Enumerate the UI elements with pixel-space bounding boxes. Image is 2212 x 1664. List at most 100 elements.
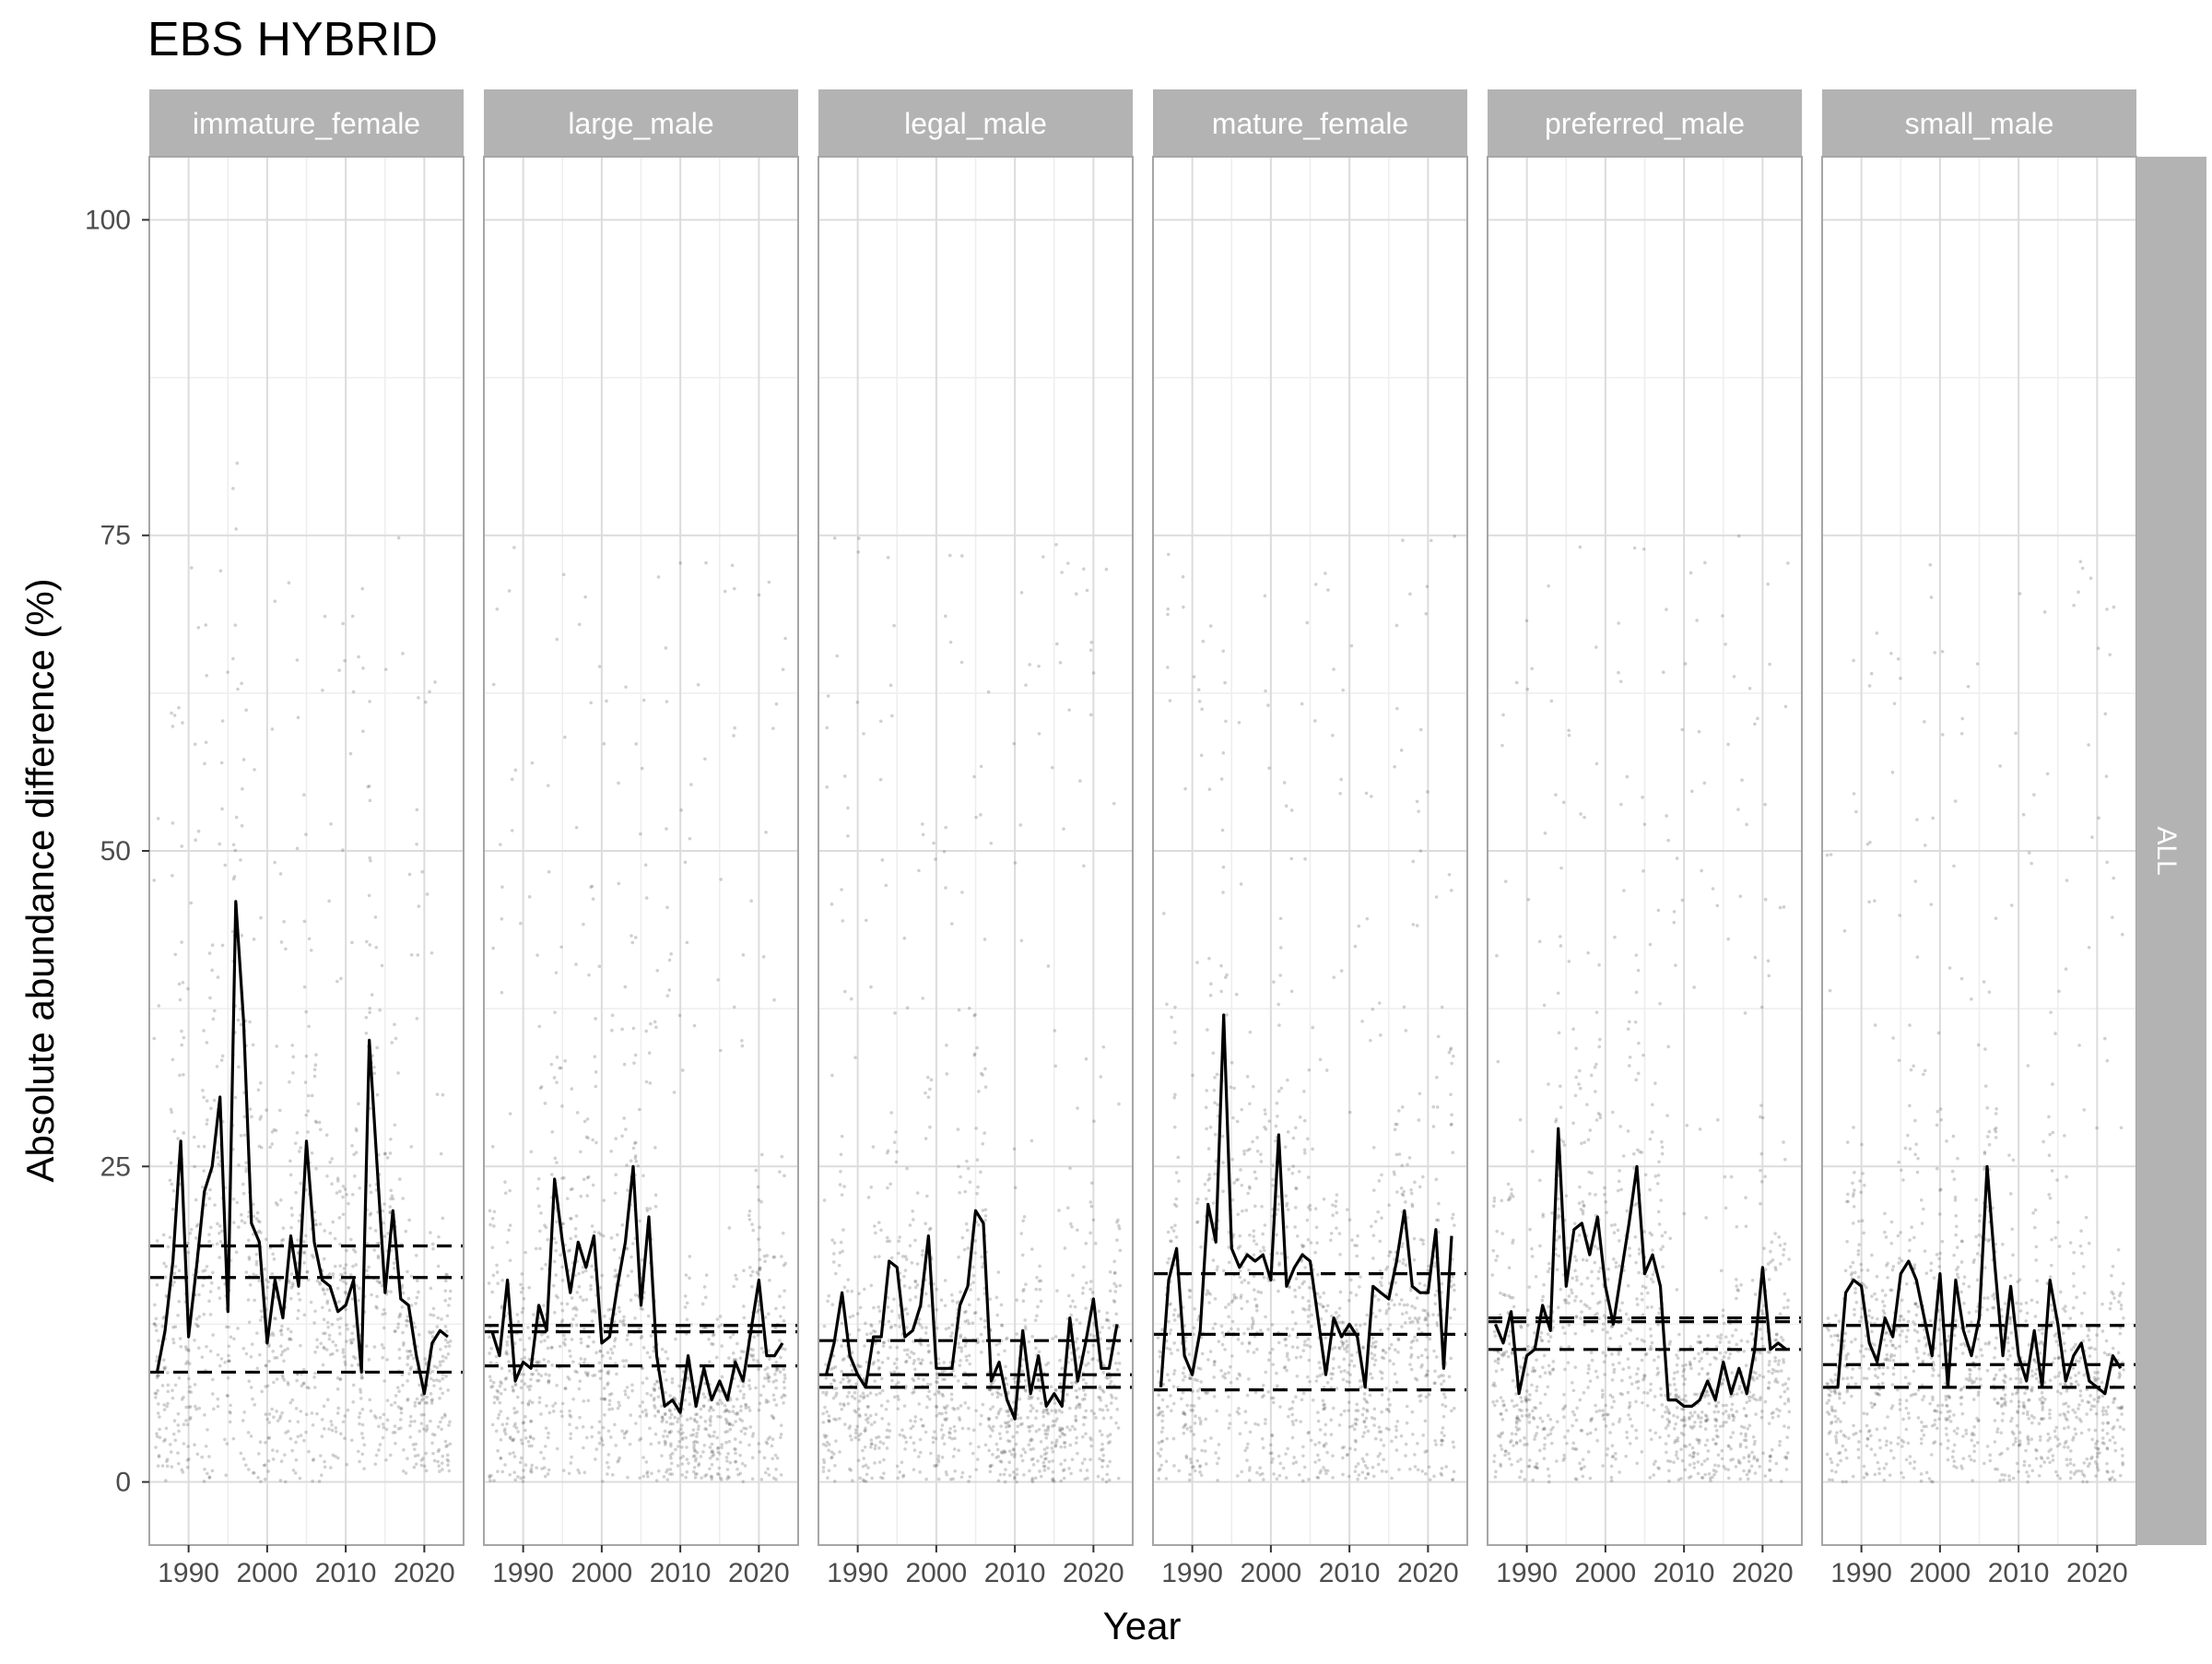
scatter-point [257, 1452, 261, 1456]
scatter-point [869, 1446, 873, 1449]
scatter-point [732, 1285, 735, 1289]
scatter-point [1316, 1292, 1320, 1296]
scatter-point [958, 1416, 961, 1420]
scatter-point [634, 1160, 638, 1163]
scatter-point [369, 859, 372, 863]
scatter-point [1213, 1101, 1217, 1104]
x-tick-label: 2000 [237, 1558, 299, 1588]
scatter-point [349, 1238, 353, 1242]
scatter-point [264, 1412, 267, 1416]
scatter-point [1326, 1381, 1330, 1385]
scatter-point [1240, 1307, 1243, 1311]
scatter-point [863, 1344, 866, 1348]
scatter-point [653, 1021, 657, 1024]
scatter-point [216, 1242, 219, 1245]
scatter-point [346, 1463, 349, 1467]
scatter-point [1291, 1164, 1295, 1168]
scatter-point [187, 1251, 191, 1255]
scatter-point [1028, 1469, 1031, 1473]
scatter-point [203, 1480, 206, 1483]
scatter-point [752, 1335, 756, 1339]
scatter-point [367, 1266, 371, 1269]
scatter-point [950, 922, 954, 926]
scatter-point [850, 1438, 853, 1442]
scatter-point [350, 1438, 354, 1442]
scatter-point [1166, 613, 1170, 617]
scatter-point [862, 1391, 865, 1395]
scatter-point [783, 1394, 787, 1398]
scatter-point [879, 720, 883, 724]
scatter-point [1244, 1421, 1248, 1424]
scatter-point [889, 684, 893, 688]
scatter-point [1276, 1477, 1279, 1481]
scatter-point [559, 1253, 562, 1257]
scatter-point [313, 1309, 317, 1313]
scatter-point [320, 1473, 324, 1477]
scatter-point [878, 1391, 882, 1395]
scatter-point [878, 1309, 882, 1313]
scatter-point [1307, 1338, 1311, 1341]
scatter-point [206, 1472, 209, 1476]
scatter-point [432, 1314, 436, 1317]
scatter-point [839, 1381, 842, 1385]
scatter-point [259, 1480, 263, 1483]
scatter-point [503, 1427, 507, 1431]
scatter-point [1054, 1444, 1058, 1447]
scatter-point [1207, 1173, 1211, 1176]
scatter-point [1295, 1277, 1299, 1280]
scatter-point [693, 1449, 697, 1453]
scatter-point [582, 1299, 585, 1303]
scatter-point [935, 1406, 938, 1410]
scatter-point [207, 1300, 211, 1304]
scatter-point [1270, 1460, 1274, 1464]
scatter-point [193, 1136, 196, 1139]
scatter-point [350, 1363, 354, 1367]
scatter-point [165, 1405, 169, 1409]
scatter-point [184, 1362, 188, 1365]
scatter-point [280, 1333, 284, 1337]
scatter-point [1341, 689, 1345, 692]
scatter-point [280, 1353, 284, 1357]
scatter-point [586, 1137, 590, 1140]
scatter-point [1316, 1410, 1320, 1414]
scatter-point [361, 729, 365, 733]
scatter-point [763, 1259, 767, 1263]
scatter-point [827, 694, 830, 698]
scatter-point [1105, 568, 1109, 572]
scatter-point [623, 1389, 627, 1393]
scatter-point [365, 940, 369, 944]
scatter-point [878, 1460, 882, 1464]
scatter-point [822, 1443, 826, 1446]
scatter-point [1285, 1369, 1288, 1373]
scatter-point [958, 1009, 961, 1012]
scatter-point [1301, 1446, 1305, 1449]
scatter-point [234, 623, 238, 627]
scatter-point [982, 1339, 985, 1343]
chart-title: EBS HYBRID [147, 13, 438, 66]
scatter-point [1322, 1305, 1325, 1309]
scatter-point [670, 1472, 674, 1476]
scatter-point [1110, 1416, 1113, 1420]
scatter-point [1347, 1475, 1351, 1479]
scatter-point [850, 1290, 853, 1293]
scatter-point [334, 1265, 337, 1269]
scatter-point [771, 1457, 774, 1460]
scatter-point [671, 1377, 675, 1381]
scatter-point [161, 1316, 165, 1320]
scatter-point [499, 1385, 502, 1388]
scatter-point [358, 1460, 361, 1464]
scatter-point [638, 1328, 641, 1331]
scatter-point [606, 1472, 609, 1476]
scatter-point [768, 1473, 771, 1477]
scatter-point [1307, 1320, 1311, 1324]
scatter-point [1068, 1428, 1072, 1432]
scatter-point [742, 1304, 746, 1308]
scatter-point [544, 1475, 547, 1479]
scatter-point [589, 1284, 593, 1288]
scatter-point [335, 980, 339, 984]
scatter-point [181, 721, 184, 725]
scatter-point [768, 1435, 771, 1439]
scatter-point [686, 1470, 689, 1474]
scatter-point [934, 857, 937, 861]
scatter-point [1166, 608, 1170, 611]
